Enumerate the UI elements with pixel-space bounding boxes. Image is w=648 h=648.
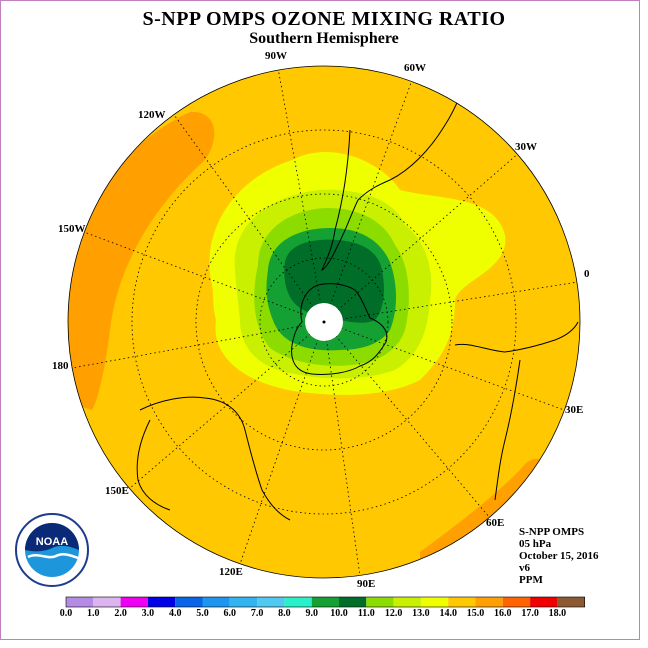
map-subtitle: Southern Hemisphere [249, 30, 399, 47]
lon-label-60e: 60E [486, 517, 505, 529]
coast-australia [136, 396, 291, 521]
colorbar-swatch [202, 597, 230, 607]
colorbar-swatch [311, 597, 339, 607]
colorbar-swatch [284, 597, 312, 607]
colorbar-swatch [66, 597, 94, 607]
colorbar-swatch [120, 597, 148, 607]
colorbar-tick-label: 9.0 [305, 608, 318, 619]
lon-label-90e: 90E [357, 578, 376, 590]
colorbar-swatch [475, 597, 503, 607]
colorbar-tick-label: 10.0 [330, 608, 348, 619]
colorbar-swatch [147, 597, 176, 607]
colorbar-tick-label: 11.0 [357, 608, 375, 619]
colorbar-tick-label: 14.0 [439, 608, 457, 619]
colorbar-swatch [393, 597, 421, 607]
lon-label-0: 0 [584, 268, 590, 280]
lon-label-90w: 90W [265, 50, 287, 62]
info-date: October 15, 2016 [519, 550, 599, 562]
colorbar-tick-label: 13.0 [412, 608, 430, 619]
lon-label-30w: 30W [515, 141, 537, 153]
colorbar-tick-label: 1.0 [87, 608, 100, 619]
ozone-contour-14-15-west [68, 111, 215, 410]
lon-label-30e: 30E [565, 404, 584, 416]
colorbar-tick-label: 7.0 [250, 608, 264, 619]
colorbar-swatch [366, 597, 394, 607]
colorbar-tick-label: 0.0 [59, 608, 73, 619]
lon-label-150e: 150E [105, 485, 129, 497]
info-units: PPM [519, 574, 543, 586]
colorbar-swatch [502, 597, 531, 607]
colorbar-swatch [448, 597, 476, 607]
info-block: S-NPP OMPS 05 hPa October 15, 2016 v6 PP… [519, 526, 599, 586]
colorbar-swatch [420, 597, 449, 607]
noaa-logo: NOAA [15, 513, 89, 587]
colorbar-tick-label: 2.0 [114, 608, 127, 619]
colorbar-swatch [175, 597, 203, 607]
colorbar-tick-label: 16.0 [494, 608, 512, 619]
colorbar-swatch [229, 597, 258, 607]
colorbar-tick-label: 15.0 [466, 608, 485, 619]
colorbar-swatch [557, 597, 585, 607]
colorbar-tick-label: 3.0 [141, 608, 155, 619]
info-version: v6 [519, 562, 530, 574]
ozone-contour-9-10 [284, 239, 384, 323]
info-instrument: S-NPP OMPS [519, 526, 585, 538]
lon-label-120e: 120E [219, 566, 243, 578]
map-title: S-NPP OMPS OZONE MIXING RATIO [142, 8, 506, 30]
colorbar-tick-label: 4.0 [168, 608, 182, 619]
coast-africa [454, 321, 579, 501]
lon-label-60w: 60W [404, 62, 426, 74]
lon-label-120w: 120W [138, 109, 166, 121]
info-level: 05 hPa [519, 538, 552, 550]
map-boundary [67, 65, 581, 579]
lon-label-180: 180 [52, 360, 69, 372]
colorbar [65, 596, 586, 608]
figure-frame [0, 0, 640, 640]
noaa-logo-text: NOAA [36, 536, 68, 548]
colorbar-tick-label: 17.0 [521, 608, 539, 619]
lon-label-150w: 150W [58, 223, 86, 235]
colorbar-tick-label: 8.0 [278, 608, 291, 619]
colorbar-swatch [339, 597, 367, 607]
colorbar-tick-label: 18.0 [548, 608, 567, 619]
coast-antarctica [291, 283, 388, 375]
colorbar-tick-label: 5.0 [196, 608, 209, 619]
coast-south-america [321, 84, 466, 272]
colorbar-tick-label: 6.0 [223, 608, 237, 619]
colorbar-tick-label: 12.0 [384, 608, 403, 619]
colorbar-swatch [257, 597, 285, 607]
colorbar-swatch [93, 597, 121, 607]
colorbar-swatch [530, 597, 558, 607]
